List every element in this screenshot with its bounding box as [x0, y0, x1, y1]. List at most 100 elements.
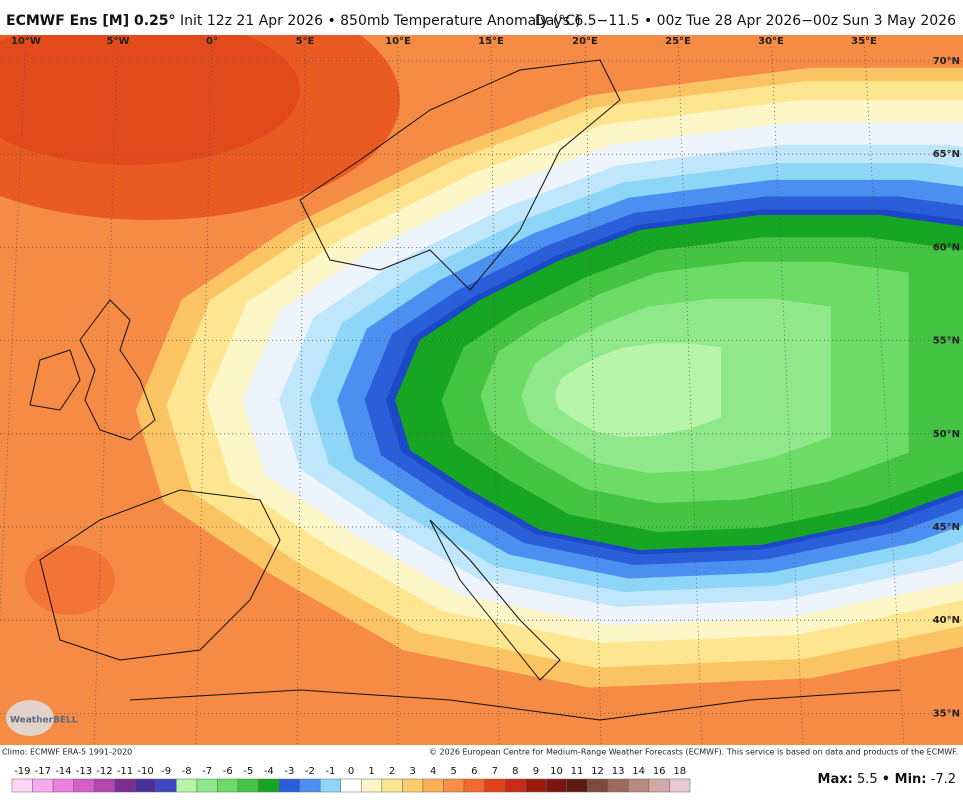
colorbar-swatch [566, 778, 588, 793]
colorbar-swatch [402, 778, 424, 793]
colorbar-swatch [155, 778, 177, 793]
colorbar-label: 8 [512, 766, 518, 777]
colorbar-swatch [381, 778, 403, 793]
colorbar-swatch [176, 778, 198, 793]
colorbar-label: -1 [325, 766, 335, 777]
colorbar-swatch [607, 778, 629, 793]
colorbar-swatch [648, 778, 670, 793]
coastline [29, 349, 81, 411]
colorbar-swatch [237, 778, 259, 793]
colorbar-label: -9 [161, 766, 171, 777]
lon-label: 0° [206, 36, 218, 47]
colorbar-label: 2 [389, 766, 395, 777]
colorbar-label: 13 [612, 766, 625, 777]
colorbar-swatch [422, 778, 444, 793]
colorbar-swatch [361, 778, 383, 793]
lon-label: 35°E [851, 36, 877, 47]
copyright: © 2026 European Centre for Medium-Range … [429, 748, 958, 757]
stats: Max: 5.5 • Min: -7.2 [818, 772, 956, 787]
colorbar-label: 3 [409, 766, 415, 777]
colorbar-label: 5 [451, 766, 457, 777]
colorbar-swatch [319, 778, 341, 793]
colorbar-label: -13 [76, 766, 92, 777]
colorbar-label: 16 [653, 766, 666, 777]
meridian [677, 35, 703, 745]
colorbar-label: -3 [284, 766, 294, 777]
lat-label: 60°N [933, 242, 960, 253]
meridian [770, 35, 804, 745]
colorbar-label: -17 [35, 766, 51, 777]
header-bar [0, 0, 963, 35]
colorbar-swatch [463, 778, 485, 793]
title: ECMWF Ens [M] 0.25° Init 12z 21 Apr 2026… [6, 13, 581, 29]
lon-label: 15°E [478, 36, 504, 47]
title-bold: ECMWF Ens [M] 0.25° [6, 13, 176, 29]
lon-label: 10°W [11, 36, 41, 47]
meridian [863, 35, 905, 745]
colorbar-label: -10 [137, 766, 153, 777]
colorbar-label: 18 [673, 766, 686, 777]
colorbar-swatch [135, 778, 157, 793]
logo-badge [6, 700, 54, 736]
coastline [79, 299, 156, 441]
colorbar-label: -7 [202, 766, 212, 777]
anomaly-contour [554, 343, 722, 437]
lat-label: 70°N [933, 56, 960, 67]
colorbar-swatch [340, 778, 362, 793]
colorbar-swatch [443, 778, 465, 793]
colorbar-swatch [32, 778, 54, 793]
colorbar-swatch [93, 778, 115, 793]
colorbar-label: 1 [368, 766, 374, 777]
colorbar-label: 14 [632, 766, 645, 777]
colorbar-label: 0 [348, 766, 354, 777]
colorbar-label: -6 [223, 766, 233, 777]
colorbar-swatch [73, 778, 95, 793]
colorbar-label: -12 [96, 766, 112, 777]
colorbar-label: -11 [117, 766, 133, 777]
colorbar-swatch [484, 778, 506, 793]
colorbar-swatch [587, 778, 609, 793]
logo: WeatherBELL [10, 716, 78, 726]
colorbar-swatch [11, 778, 33, 793]
min-value: -7.2 [931, 772, 956, 787]
lat-label: 50°N [933, 429, 960, 440]
colorbar-label: -2 [305, 766, 315, 777]
colorbar-swatch [669, 778, 691, 793]
colorbar-label: 11 [571, 766, 584, 777]
lat-label: 35°N [933, 708, 960, 719]
lat-label: 45°N [933, 522, 960, 533]
colorbar-swatch [504, 778, 526, 793]
colorbar-swatch [196, 778, 218, 793]
coastline [39, 489, 281, 661]
lon-label: 20°E [572, 36, 598, 47]
lon-label: 30°E [758, 36, 784, 47]
colorbar-swatch [299, 778, 321, 793]
map: 10°W 5°W 0° 5°E 10°E 15°E 20°E 25°E 30°E 35°E 70°… [0, 35, 963, 745]
colorbar-label: 6 [471, 766, 477, 777]
colorbar-label: -4 [264, 766, 274, 777]
lat-label: 65°N [933, 149, 960, 160]
colorbar-label: 12 [591, 766, 604, 777]
meridian [93, 35, 119, 745]
colorbar-swatch [628, 778, 650, 793]
title-rest: Init 12z 21 Apr 2026 • 850mb Temperature… [180, 13, 581, 29]
max-label: Max: [818, 772, 853, 787]
colorbar-label: -8 [182, 766, 192, 777]
min-label: • Min: [882, 772, 927, 787]
lon-label: 25°E [665, 36, 691, 47]
colorbar-label: -14 [55, 766, 71, 777]
coastlines [29, 59, 901, 721]
colorbar-label: 9 [533, 766, 539, 777]
colorbar-label: 10 [550, 766, 563, 777]
colorbar-label: 7 [492, 766, 498, 777]
colorbar-swatch [217, 778, 239, 793]
max-value: 5.5 [857, 772, 878, 787]
warm-anomaly [0, 35, 300, 165]
colorbar-swatch [52, 778, 74, 793]
climo-note: Climo: ECMWF ERA-5 1991-2020 [2, 748, 132, 757]
warm-anomaly [25, 545, 115, 615]
colorbar-swatch [258, 778, 280, 793]
lon-label: 10°E [385, 36, 411, 47]
colorbar-label: -19 [14, 766, 30, 777]
